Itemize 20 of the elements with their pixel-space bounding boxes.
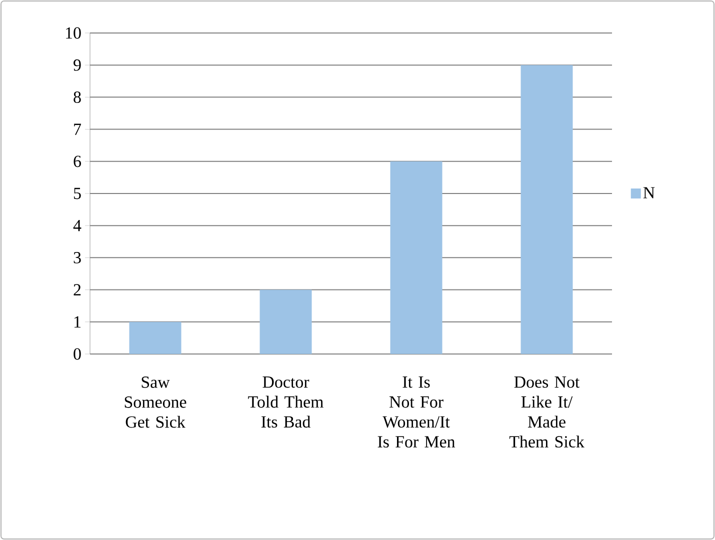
bar (520, 65, 573, 354)
y-tick-label: 9 (74, 59, 81, 71)
legend-label: N (643, 187, 655, 198)
y-tick-label: 8 (74, 91, 81, 103)
bar (129, 322, 182, 354)
x-tick-label: Does Not Like It/ Made Them Sick (509, 376, 584, 448)
bar (390, 161, 442, 354)
y-tick-label: 7 (74, 124, 82, 135)
y-tick-label: 6 (74, 156, 81, 168)
x-tick-label: Saw Someone Get Sick (124, 376, 186, 428)
y-tick-label: 10 (66, 27, 81, 39)
y-tick-label: 5 (74, 188, 81, 200)
y-tick-label: 0 (74, 348, 81, 360)
y-tick-label: 3 (74, 252, 81, 264)
x-tick-label: It Is Not For Women/It Is For Men (378, 376, 456, 448)
x-tick-label: Doctor Told Them Its Bad (248, 376, 324, 428)
bar (260, 290, 312, 354)
y-tick-label: 4 (73, 220, 82, 232)
y-tick-label: 1 (74, 316, 80, 328)
y-tick-label: 2 (74, 284, 81, 296)
